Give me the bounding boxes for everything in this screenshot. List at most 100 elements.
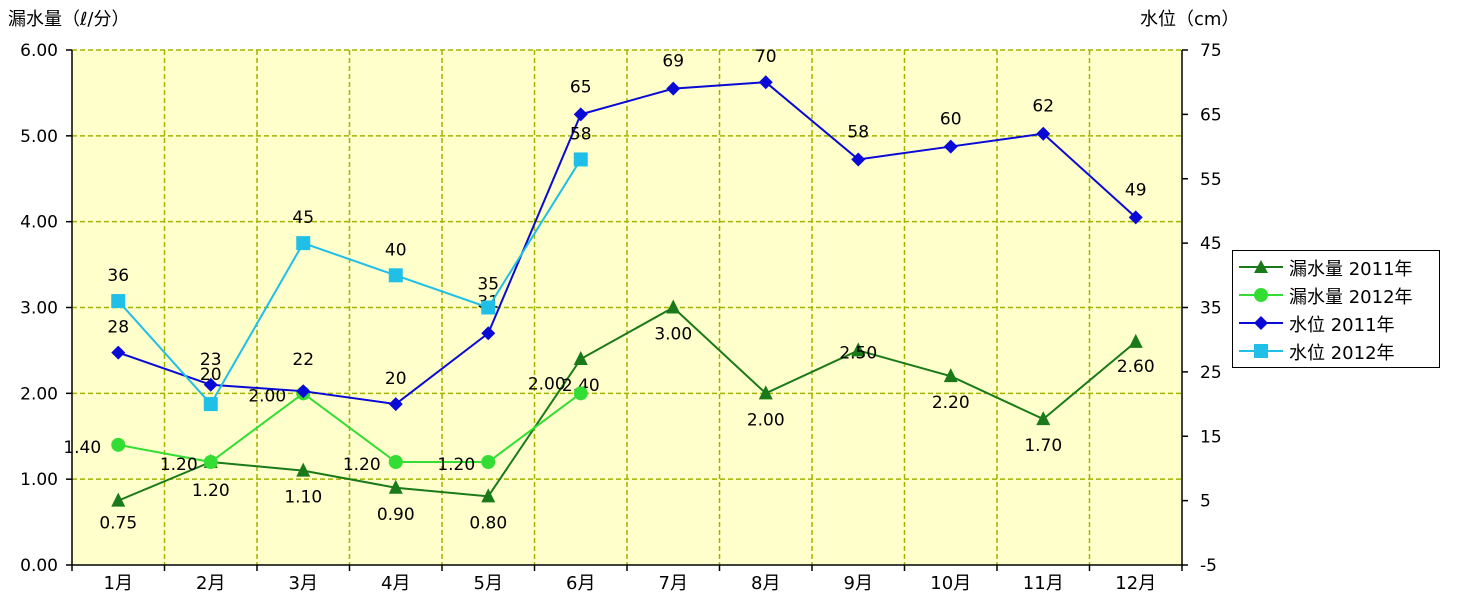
right-tick-label: 15 bbox=[1200, 427, 1222, 447]
data-label: 35 bbox=[477, 275, 499, 295]
data-label: 1.20 bbox=[437, 455, 475, 475]
square-data-point bbox=[296, 236, 311, 251]
legend-label: 水位 2012年 bbox=[1289, 343, 1395, 364]
diamond-data-point bbox=[111, 345, 126, 360]
x-tick-label: 9月 bbox=[844, 573, 873, 594]
diamond-data-point bbox=[573, 107, 588, 122]
circle-marker-icon bbox=[1239, 288, 1283, 302]
triangle-data-point bbox=[388, 479, 403, 494]
data-label: 40 bbox=[385, 240, 407, 260]
data-label: 20 bbox=[200, 365, 222, 385]
diamond-data-point bbox=[481, 326, 496, 341]
left-axis-title: 漏水量（ℓ/分） bbox=[8, 9, 130, 30]
legend: 漏水量 2011年 漏水量 2012年 水位 2011年 水位 2012年 bbox=[1232, 250, 1440, 368]
right-tick-label: 25 bbox=[1200, 363, 1222, 383]
data-label: 20 bbox=[385, 369, 407, 389]
legend-label: 漏水量 2012年 bbox=[1289, 287, 1413, 308]
triangle-data-point bbox=[481, 488, 496, 503]
data-label: 36 bbox=[107, 266, 129, 286]
diamond-marker-icon bbox=[1239, 316, 1283, 330]
square-data-point bbox=[388, 268, 403, 283]
left-tick-label: 5.00 bbox=[20, 127, 58, 147]
legend-label: 漏水量 2011年 bbox=[1289, 259, 1413, 280]
x-tick-label: 6月 bbox=[566, 573, 595, 594]
legend-item-level-2012: 水位 2012年 bbox=[1233, 338, 1439, 364]
data-label: 1.20 bbox=[192, 481, 230, 501]
x-tick-label: 11月 bbox=[1023, 573, 1064, 594]
data-label: 1.40 bbox=[63, 438, 101, 458]
right-tick-label: -5 bbox=[1200, 556, 1217, 576]
data-label: 28 bbox=[107, 318, 129, 338]
series-line bbox=[117, 81, 1137, 406]
data-label: 2.00 bbox=[747, 410, 785, 430]
circle-data-point bbox=[481, 455, 496, 469]
square-marker-icon bbox=[1239, 344, 1283, 358]
diamond-data-point bbox=[666, 81, 681, 96]
diamond-data-point bbox=[388, 397, 403, 412]
data-label: 2.20 bbox=[932, 393, 970, 413]
triangle-data-point bbox=[573, 351, 588, 365]
data-label: 0.90 bbox=[377, 505, 415, 525]
legend-item-leak-2012: 漏水量 2012年 bbox=[1233, 282, 1439, 308]
data-label: 0.75 bbox=[99, 514, 137, 534]
series-line bbox=[117, 158, 582, 406]
triangle-data-point bbox=[758, 385, 773, 400]
triangle-data-point bbox=[111, 492, 126, 507]
right-axis-title: 水位（cm） bbox=[1140, 9, 1240, 30]
diamond-data-point bbox=[296, 384, 311, 399]
triangle-data-point bbox=[943, 368, 958, 383]
right-tick-label: 55 bbox=[1200, 170, 1222, 190]
diamond-data-point bbox=[203, 377, 218, 392]
data-label: 45 bbox=[292, 208, 314, 228]
diamond-data-point bbox=[1128, 210, 1143, 225]
circle-data-point bbox=[111, 437, 126, 452]
left-tick-label: 6.00 bbox=[20, 41, 58, 61]
left-tick-label: 2.00 bbox=[20, 384, 58, 404]
left-tick-label: 3.00 bbox=[20, 299, 58, 319]
data-label: 62 bbox=[1032, 97, 1054, 117]
left-tick-label: 0.00 bbox=[20, 556, 58, 576]
triangle-data-point bbox=[1036, 411, 1051, 426]
data-label: 0.80 bbox=[469, 513, 507, 533]
diamond-data-point bbox=[943, 139, 958, 154]
legend-label: 水位 2011年 bbox=[1289, 315, 1395, 336]
legend-item-leak-2011: 漏水量 2011年 bbox=[1233, 254, 1439, 280]
data-label: 2.00 bbox=[248, 386, 286, 406]
diamond-data-point bbox=[1036, 126, 1051, 141]
data-label: 65 bbox=[570, 77, 592, 97]
x-tick-label: 12月 bbox=[1115, 573, 1156, 594]
data-label: 49 bbox=[1125, 180, 1147, 200]
x-tick-label: 10月 bbox=[930, 573, 971, 594]
circle-data-point bbox=[573, 386, 588, 401]
data-label: 1.20 bbox=[343, 455, 381, 475]
data-label: 58 bbox=[847, 122, 869, 142]
square-data-point bbox=[111, 294, 126, 309]
square-data-point bbox=[481, 300, 496, 315]
circle-data-point bbox=[388, 455, 403, 469]
data-label: 2.50 bbox=[839, 343, 877, 363]
circle-data-point bbox=[203, 455, 218, 469]
square-data-point bbox=[573, 152, 588, 167]
right-tick-label: 75 bbox=[1200, 41, 1222, 61]
left-tick-label: 4.00 bbox=[20, 213, 58, 233]
series-line bbox=[117, 306, 1137, 502]
legend-item-level-2011: 水位 2011年 bbox=[1233, 310, 1439, 336]
right-tick-label: 5 bbox=[1200, 492, 1211, 512]
data-label: 60 bbox=[940, 110, 962, 130]
right-tick-label: 65 bbox=[1200, 105, 1222, 125]
right-tick-label: 35 bbox=[1200, 299, 1222, 319]
data-label: 2.60 bbox=[1117, 357, 1155, 377]
triangle-data-point bbox=[1128, 333, 1143, 348]
x-tick-label: 2月 bbox=[196, 573, 225, 594]
x-tick-label: 5月 bbox=[474, 573, 503, 594]
triangle-marker-icon bbox=[1239, 260, 1283, 273]
triangle-data-point bbox=[851, 342, 866, 357]
data-label: 1.10 bbox=[284, 488, 322, 508]
triangle-data-point bbox=[666, 299, 681, 314]
diamond-data-point bbox=[851, 152, 866, 167]
data-label: 58 bbox=[570, 124, 592, 144]
data-label: 22 bbox=[292, 350, 314, 370]
data-label: 70 bbox=[755, 47, 777, 67]
left-tick-label: 1.00 bbox=[20, 470, 58, 490]
